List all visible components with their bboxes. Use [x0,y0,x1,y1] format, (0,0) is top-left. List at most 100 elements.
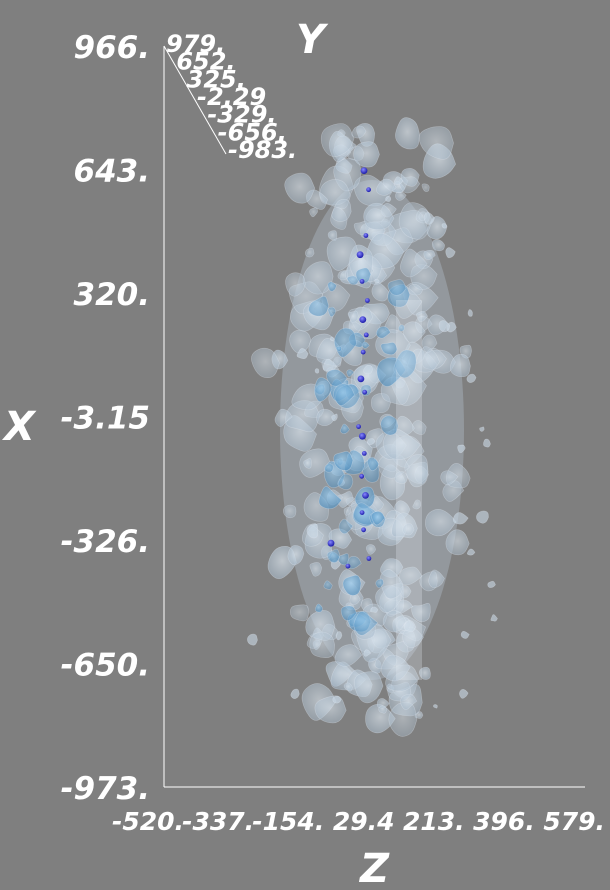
isosurface-fragment [363,364,374,375]
isosurface-blob-outer [303,458,312,469]
isosurface-blob-inner [380,342,398,356]
isosurface-fragment [335,631,343,641]
isosurface-blob-inner [355,267,372,284]
isosurface-blob-outer [394,599,414,614]
isosurface-fragment [476,510,489,524]
data-point [356,424,361,429]
isosurface-fragment [363,649,371,657]
isosurface-blob-inner [324,463,334,473]
isosurface-blob-outer [304,247,315,258]
isosurface-fragment [332,695,342,704]
isosurface-blob-outer [326,236,359,271]
x-tick-label: -3.15 [61,401,150,437]
isosurface-blob-outer [334,644,363,667]
isosurface-blob-outer [371,282,389,302]
isosurface-blob-outer [285,272,306,297]
isosurface-blob-outer [421,334,438,353]
z-tick-labels: -520.-337.-154. 29.4 213. 396. 579. [112,807,605,836]
data-point [360,349,366,355]
isosurface-fragment [296,348,309,360]
isosurface-blob-outer [394,471,409,484]
isosurface-blob-inner [353,611,379,636]
isosurface-blob-inner [346,369,355,378]
isosurface-blob-inner [336,345,343,352]
isosurface-blob-outer [418,666,431,680]
isosurface-blob-outer [320,123,355,157]
isosurface-fragment [457,444,466,454]
isosurface-blob-inner [326,548,341,564]
isosurface-blob-inner [375,578,384,589]
x-tick-label: -326. [61,524,150,560]
isosurface-blob-inner [327,281,337,292]
z-axis-title: Z [358,846,390,890]
y-tick-label: -2.29 [197,83,266,111]
isosurface-blob-inner [380,415,399,436]
isosurface-blob-outer [353,363,381,391]
data-point [362,492,369,499]
isosurface-fragment [445,247,456,259]
y-axis-title: Y [296,17,329,63]
isosurface-fragment [487,580,496,588]
isosurface-blob-inner [333,451,354,471]
isosurface-fragment [374,278,380,284]
isosurface-blob-outer [423,249,436,260]
isosurface-fragment [467,309,473,317]
y-tick-label: -656. [218,118,287,146]
isosurface-blob-outer [309,562,323,577]
isosurface-fragment [393,176,404,185]
x-tick-label: -973. [61,771,150,807]
x-tick-labels: 966. 643. 320. -3.15 -326. -650. -973. [61,30,150,807]
isosurface-blob-outer [284,172,316,204]
isosurface-blob-outer [376,698,390,709]
isosurface-blob-outer [251,347,280,379]
isosurface-blob-outer [343,506,352,516]
volume-core-streak [396,300,422,680]
isosurface-fragment [483,438,491,448]
data-point [359,316,367,323]
isosurface-fragment [466,548,476,556]
isosurface-blob-outer [305,610,336,641]
data-point [363,233,369,238]
isosurface-volume [247,117,498,737]
isosurface-fragment [479,426,485,432]
z-tick-label: -337. [182,807,254,836]
isosurface-blob-outer [411,603,431,623]
isosurface-blob-inner [367,456,380,471]
data-point [361,527,366,533]
data-point [361,451,367,456]
isosurface-blob-outer [376,178,397,196]
data-point [366,187,371,193]
isosurface-blob-inner [323,580,333,590]
isosurface-blob-inner [338,518,354,535]
z-tick-label: 213. [403,807,465,836]
isosurface-blob-outer [309,207,318,218]
isosurface-blob-outer [353,141,380,168]
data-point [359,510,365,515]
data-point [362,389,368,395]
isosurface-fragment [247,633,258,646]
isosurface-blob-inner [315,603,323,613]
isosurface-fragment [329,336,335,342]
isosurface-blob-outer [316,408,336,427]
z-tick-label: -520. [112,807,184,836]
data-point [363,332,369,338]
isosurface-blob-inner [346,275,360,286]
isosurface-blob-inner [327,306,337,317]
data-point [357,375,365,383]
isosurface-blob-outer [421,183,430,192]
isosurface-blob-inner [333,383,355,406]
data-point [345,563,351,569]
isosurface-blob-outer [412,499,422,510]
isosurface-blob-outer [365,544,377,555]
isosurface-fragment [441,223,448,229]
y-tick-label: -329. [207,101,276,129]
isosurface-fragment [331,413,338,422]
x-tick-label: 320. [74,277,151,313]
z-tick-label: 396. [473,807,535,836]
isosurface-blob-outer [402,321,426,343]
isosurface-blob-inner [361,341,370,349]
isosurface-blob-outer [400,248,428,278]
z-tick-label: 579. [543,807,605,836]
isosurface-blob-outer [440,470,459,486]
isosurface-blob-outer [425,508,457,537]
